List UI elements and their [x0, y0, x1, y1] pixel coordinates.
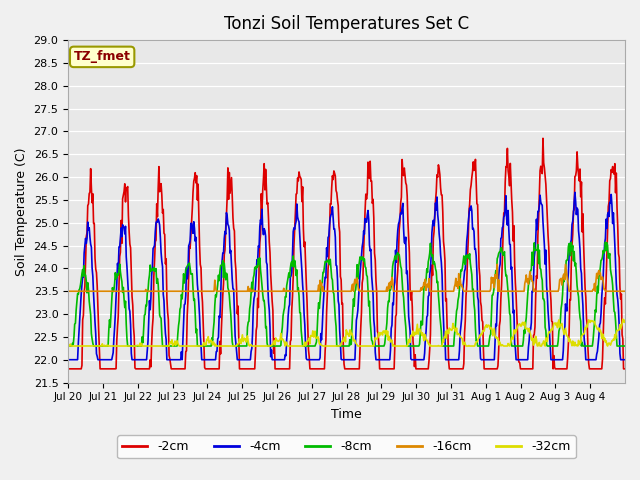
-4cm: [232, 340, 240, 346]
-4cm: [404, 283, 412, 288]
-16cm: [493, 262, 501, 267]
-32cm: [404, 341, 412, 347]
-16cm: [281, 288, 289, 294]
-8cm: [260, 298, 268, 303]
-2cm: [64, 366, 72, 372]
-4cm: [64, 357, 72, 362]
Line: -32cm: -32cm: [68, 319, 625, 346]
-32cm: [619, 316, 627, 322]
-2cm: [130, 324, 138, 330]
-32cm: [260, 343, 268, 349]
-4cm: [435, 231, 443, 237]
-4cm: [571, 190, 579, 195]
-32cm: [130, 343, 138, 349]
-16cm: [260, 288, 268, 294]
-16cm: [435, 288, 443, 294]
-16cm: [130, 288, 138, 294]
-32cm: [64, 343, 72, 349]
-4cm: [260, 232, 268, 238]
-32cm: [232, 343, 240, 349]
-8cm: [602, 240, 609, 245]
-8cm: [435, 302, 443, 308]
-16cm: [232, 288, 240, 294]
Line: -4cm: -4cm: [68, 192, 625, 360]
X-axis label: Time: Time: [332, 408, 362, 421]
-2cm: [260, 176, 268, 182]
-2cm: [621, 366, 629, 372]
Line: -2cm: -2cm: [68, 138, 625, 369]
-4cm: [130, 357, 138, 362]
Line: -16cm: -16cm: [68, 264, 625, 291]
-4cm: [281, 357, 289, 362]
-2cm: [232, 267, 240, 273]
-8cm: [232, 343, 240, 349]
-8cm: [404, 343, 412, 349]
-2cm: [404, 219, 412, 225]
-16cm: [621, 288, 629, 294]
-8cm: [621, 343, 629, 349]
-8cm: [281, 305, 289, 311]
Y-axis label: Soil Temperature (C): Soil Temperature (C): [15, 147, 28, 276]
-2cm: [435, 166, 443, 172]
Title: Tonzi Soil Temperatures Set C: Tonzi Soil Temperatures Set C: [224, 15, 469, 33]
-16cm: [404, 288, 412, 294]
Text: TZ_fmet: TZ_fmet: [74, 50, 131, 63]
Legend: -2cm, -4cm, -8cm, -16cm, -32cm: -2cm, -4cm, -8cm, -16cm, -32cm: [117, 435, 576, 458]
-16cm: [64, 288, 72, 294]
-8cm: [130, 343, 138, 349]
-32cm: [621, 317, 629, 323]
-32cm: [435, 343, 443, 349]
-2cm: [539, 135, 547, 141]
-32cm: [281, 340, 289, 346]
Line: -8cm: -8cm: [68, 242, 625, 346]
-4cm: [621, 357, 629, 362]
-8cm: [64, 343, 72, 349]
-2cm: [281, 366, 289, 372]
